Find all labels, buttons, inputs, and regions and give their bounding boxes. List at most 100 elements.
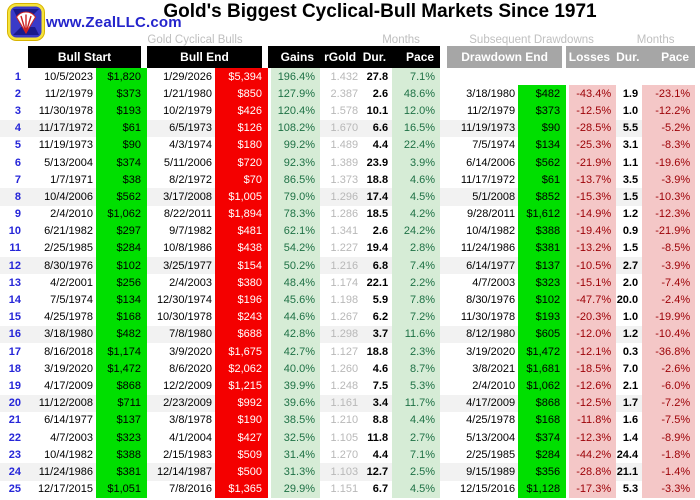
pace-cell: 4.5% bbox=[392, 188, 441, 206]
bull-end-date-cell: 3/17/2008 bbox=[147, 188, 215, 206]
losses-cell: -13.2% bbox=[566, 239, 617, 258]
bull-start-date-cell: 4/7/2003 bbox=[50, 431, 93, 444]
drawdown-end-date-cell: 8/12/1980 bbox=[447, 325, 519, 343]
bull-start-price-cell: $1,062 bbox=[96, 205, 147, 223]
bull-start-price-cell: $373 bbox=[96, 85, 147, 103]
drawdown-end-price-cell: $61 bbox=[518, 171, 567, 189]
header-row: Bull Start Bull End Gains rGold Dur. Pac… bbox=[0, 46, 696, 68]
drawdown-duration-cell bbox=[616, 68, 642, 85]
rgold-cell: 1.105 bbox=[330, 431, 359, 444]
duration-cell: 10.1 bbox=[366, 104, 389, 117]
duration-cell: 3.4 bbox=[362, 394, 393, 412]
bull-end-date-cell: 10/2/1979 bbox=[163, 104, 212, 117]
row-number-cell: 23 bbox=[8, 448, 21, 461]
bull-end-price-cell: $1,215 bbox=[215, 377, 268, 395]
gains-cell: 42.7% bbox=[268, 343, 320, 361]
losses-cell: -43.4% bbox=[566, 85, 617, 103]
drawdown-end-date-cell: 2/4/2010 bbox=[472, 379, 516, 392]
drawdown-end-price-cell: $193 bbox=[518, 308, 567, 326]
bull-start-price-cell: $134 bbox=[96, 291, 147, 309]
drawdown-end-date-cell: 5/13/2004 bbox=[466, 431, 516, 444]
bull-start-price-cell: $711 bbox=[96, 394, 147, 412]
losses-cell: -20.3% bbox=[566, 308, 617, 326]
losses-cell: -15.3% bbox=[566, 188, 617, 206]
bull-end-date-cell: 8/6/2020 bbox=[169, 362, 212, 375]
row-number-cell: 10 bbox=[8, 225, 21, 238]
table-row: 21 6/14/1977 $137 3/8/1978 $190 38.5% 1.210 8.8… bbox=[0, 411, 696, 429]
bull-end-price-cell: $70 bbox=[215, 171, 268, 189]
row-number-cell: 19 bbox=[8, 379, 21, 392]
drawdown-pace-cell: -2.6% bbox=[642, 360, 696, 378]
losses-cell: -12.6% bbox=[566, 377, 617, 395]
bull-end-date-cell: 3/25/1977 bbox=[147, 257, 215, 275]
table-row: 16 3/18/1980 $482 7/8/1980 $688 42.8% 1.298 3.7… bbox=[0, 325, 696, 343]
bull-start-price-cell: $102 bbox=[96, 257, 147, 275]
drawdown-pace-cell: -7.5% bbox=[642, 411, 696, 429]
duration-cell: 8.8 bbox=[372, 414, 389, 427]
bull-end-price-cell: $5,394 bbox=[215, 68, 268, 86]
drawdown-duration-cell: 2.0 bbox=[622, 276, 639, 289]
bull-start-date-cell: 2/25/1985 bbox=[44, 242, 93, 255]
gains-cell: 45.6% bbox=[268, 291, 320, 309]
rgold-cell: 1.578 bbox=[330, 104, 359, 117]
drawdown-end-price-cell: $102 bbox=[518, 291, 567, 309]
drawdown-pace-cell: -19.6% bbox=[642, 153, 696, 172]
bull-end-price-cell: $438 bbox=[215, 239, 268, 258]
table-row: 7 1/7/1971 $38 8/2/1972 $70 86.5% 1.373 18.8 4.6… bbox=[0, 171, 696, 189]
rgold-cell: 1.161 bbox=[320, 394, 363, 412]
gains-cell: 39.9% bbox=[268, 377, 320, 395]
losses-cell: -18.5% bbox=[566, 360, 617, 378]
pace-cell: 4.4% bbox=[392, 411, 441, 429]
row-number-cell: 2 bbox=[14, 87, 21, 100]
bull-end-price-cell: $196 bbox=[215, 291, 268, 309]
drawdown-pace-cell: -1.4% bbox=[642, 463, 696, 481]
bull-start-date-cell: 11/24/1986 bbox=[28, 463, 96, 481]
drawdown-end-price-cell: $605 bbox=[518, 325, 567, 343]
pace-cell: 22.4% bbox=[392, 136, 441, 154]
bull-end-date-cell: 1/29/2026 bbox=[163, 70, 212, 83]
gap-cell bbox=[440, 85, 447, 102]
bull-start-price-cell: $137 bbox=[96, 411, 147, 429]
drawdown-pace-cell: -12.3% bbox=[642, 205, 696, 223]
site-link[interactable]: www.ZealLLC.com bbox=[46, 14, 182, 31]
pace-cell: 2.5% bbox=[392, 463, 441, 481]
bull-start-price-cell: $38 bbox=[96, 171, 147, 189]
duration-cell: 2.6 bbox=[372, 225, 389, 238]
gains-cell: 39.6% bbox=[268, 394, 320, 412]
drawdown-pace-cell: -1.8% bbox=[642, 446, 696, 464]
table-row: 2 11/2/1979 $373 1/21/1980 $850 127.9% 2.387 2.… bbox=[0, 85, 696, 103]
gap-cell bbox=[440, 102, 447, 119]
bull-start-price-cell: $323 bbox=[96, 428, 147, 447]
bull-start-price-cell: $868 bbox=[96, 377, 147, 395]
table-row: 8 10/4/2006 $562 3/17/2008 $1,005 79.0% 1.296 1… bbox=[0, 188, 696, 206]
drawdown-end-price-cell: $868 bbox=[518, 394, 567, 412]
bull-end-price-cell: $500 bbox=[215, 463, 268, 481]
rgold-cell: 1.373 bbox=[330, 173, 359, 186]
bull-end-price-cell: $992 bbox=[215, 394, 268, 412]
gains-cell: 127.9% bbox=[268, 85, 320, 103]
row-number-cell: 8 bbox=[0, 188, 28, 206]
group-label-months-left: Months bbox=[382, 34, 420, 46]
gap-cell bbox=[440, 154, 447, 171]
bull-start-date-cell: 1/7/1971 bbox=[50, 173, 93, 186]
page-title: Gold's Biggest Cyclical-Bull Markets Sin… bbox=[163, 1, 597, 22]
duration-cell: 4.4 bbox=[372, 448, 389, 461]
rgold-cell: 1.260 bbox=[330, 362, 359, 375]
gap-cell bbox=[440, 463, 448, 481]
bull-end-price-cell: $2,062 bbox=[215, 360, 268, 378]
row-number-cell: 12 bbox=[0, 257, 28, 275]
drawdown-pace-cell: -23.1% bbox=[642, 85, 696, 103]
bull-end-price-cell: $1,005 bbox=[215, 188, 268, 206]
losses-cell: -12.5% bbox=[566, 394, 617, 412]
drawdown-end-price-cell: $1,128 bbox=[518, 480, 567, 498]
bull-start-date-cell: 10/4/1982 bbox=[44, 448, 93, 461]
drawdown-end-price-cell: $284 bbox=[518, 446, 567, 464]
rgold-cell: 1.341 bbox=[330, 225, 359, 238]
pace-cell: 2.2% bbox=[392, 274, 441, 292]
gap-cell bbox=[440, 188, 448, 206]
bull-end-date-cell: 7/8/2016 bbox=[169, 483, 212, 496]
rgold-cell: 1.296 bbox=[320, 188, 363, 206]
bull-end-date-cell: 3/9/2020 bbox=[169, 345, 212, 358]
pace-cell: 7.8% bbox=[392, 291, 441, 309]
row-number-cell: 15 bbox=[8, 311, 21, 324]
